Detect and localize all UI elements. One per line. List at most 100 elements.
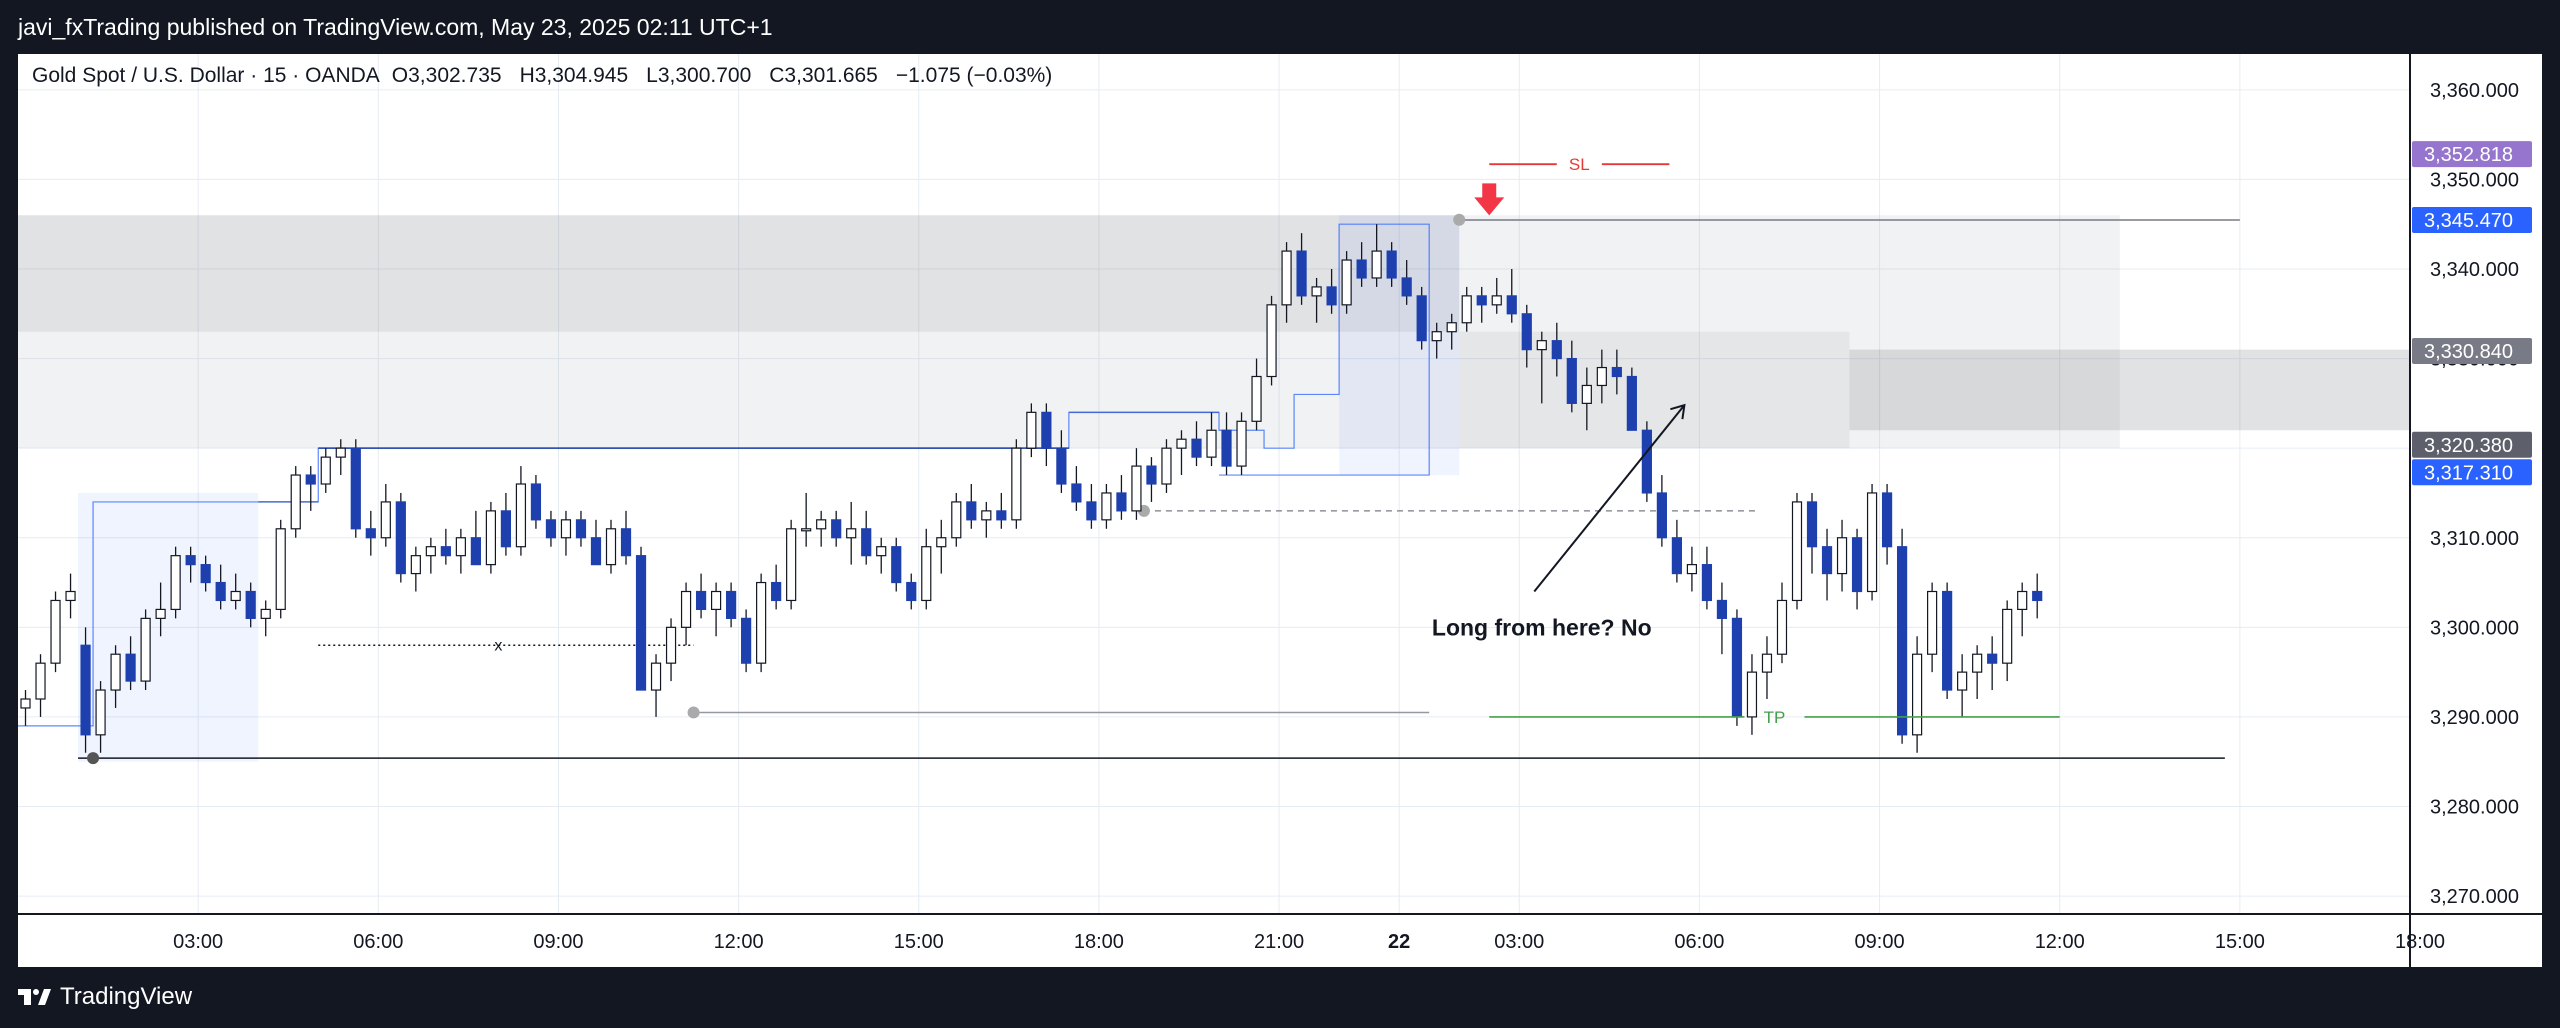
candle-body (1821, 546, 1833, 575)
candle-body (665, 626, 677, 664)
candle-body (2017, 590, 2028, 611)
candle-body (575, 519, 587, 539)
candle-body (1011, 447, 1022, 521)
candle-body (981, 510, 992, 521)
candle-body (560, 519, 572, 539)
price-tag-label: 3,317.310 (2424, 462, 2513, 484)
candle-body (545, 519, 557, 539)
candle-body (906, 581, 917, 602)
candle-body (65, 590, 76, 602)
candle-body (891, 546, 902, 584)
candle-body (1266, 304, 1277, 378)
candle-body (1551, 340, 1562, 360)
candle-body (1116, 492, 1127, 512)
candle-body (530, 483, 542, 521)
supply-demand-zone (18, 331, 1850, 449)
candle-body (1896, 546, 1908, 736)
candle-body (110, 653, 121, 691)
price-tag (2412, 141, 2532, 168)
time-tick-label: 06:00 (1674, 931, 1724, 953)
candle-body (1086, 501, 1097, 521)
candle-body (500, 510, 512, 548)
chart-area[interactable]: x SL TP Long from here? No 3,360.000 3,350.00… (18, 54, 2542, 967)
price-tag (2412, 338, 2532, 365)
candle-body (801, 528, 812, 532)
candle-body (1431, 331, 1442, 342)
candle-body (1881, 492, 1893, 548)
candle-body (1281, 250, 1292, 306)
candle-body (245, 590, 256, 619)
candle-body (1416, 295, 1427, 342)
candle-body (215, 581, 226, 602)
legend-close: C3,301.665 (769, 64, 878, 87)
candle-body (1641, 429, 1652, 494)
tp-label: TP (1764, 708, 1786, 727)
candle-body (756, 581, 767, 664)
footer: TradingView (0, 967, 2560, 1028)
candle-body (1041, 411, 1052, 449)
candle-body (20, 698, 31, 709)
pivot-dot (687, 706, 700, 719)
candle-body (275, 528, 286, 611)
candle-body (1296, 250, 1307, 297)
tradingview-icon (18, 989, 51, 1005)
candle-body (200, 564, 211, 584)
candle-body (1746, 671, 1758, 718)
candle-body (846, 528, 857, 539)
candle-body (1401, 277, 1412, 297)
candle-body (185, 555, 196, 566)
publish-header: javi_fxTrading published on TradingView.… (0, 0, 2560, 54)
candle-body (635, 555, 647, 691)
time-tick-label: 12:00 (2035, 931, 2085, 953)
candle-body (1506, 295, 1517, 315)
candle-body (1836, 537, 1848, 575)
candle-body (966, 501, 977, 521)
supply-demand-zone (1849, 349, 2421, 431)
candle-body (170, 555, 181, 611)
candle-body (1491, 295, 1502, 306)
candle-body (1686, 564, 1698, 575)
price-tick-label: 3,340.000 (2430, 259, 2519, 281)
tradingview-logo[interactable]: TradingView (18, 983, 192, 1011)
supply-demand-zone (78, 492, 259, 762)
candle-body (80, 644, 91, 736)
candle-body (260, 608, 271, 619)
time-tick-label: 15:00 (2215, 931, 2265, 953)
candle-body (395, 501, 406, 575)
candle-body (1866, 492, 1878, 593)
candle-body (816, 519, 827, 530)
candle-body (1131, 465, 1142, 512)
candle-body (710, 590, 722, 611)
candle-body (365, 528, 376, 539)
candle-body (380, 501, 391, 539)
price-axis-bg (2410, 54, 2542, 967)
price-chart[interactable]: x SL TP Long from here? No 3,360.000 3,350.00… (18, 54, 2542, 967)
candle-body (695, 590, 707, 611)
candle-body (1146, 465, 1157, 485)
candle-body (1056, 447, 1067, 485)
legend-open: O3,302.735 (392, 64, 502, 87)
candle-body (485, 510, 497, 566)
candle-body (951, 501, 962, 539)
candle-body (876, 546, 887, 557)
candle-body (1071, 483, 1082, 503)
candle-body (1446, 322, 1457, 333)
price-tick-label: 3,270.000 (2430, 886, 2519, 908)
candle-body (590, 537, 602, 566)
candle-body (1987, 653, 1998, 664)
time-tick-label: 03:00 (173, 931, 223, 953)
candle-body (1341, 259, 1352, 306)
candle-body (1521, 313, 1532, 351)
candle-body (1851, 537, 1863, 593)
candle-body (1191, 438, 1202, 458)
pivot-dot (87, 752, 100, 765)
candle-body (741, 617, 752, 664)
candle-body (2032, 590, 2043, 602)
candle-body (335, 447, 346, 458)
candle-body (1566, 357, 1577, 404)
candle-body (1251, 375, 1262, 422)
candle-body (1326, 286, 1337, 306)
price-tag-label: 3,330.840 (2424, 341, 2513, 363)
candle-body (455, 537, 466, 557)
candle-body (1776, 599, 1788, 655)
